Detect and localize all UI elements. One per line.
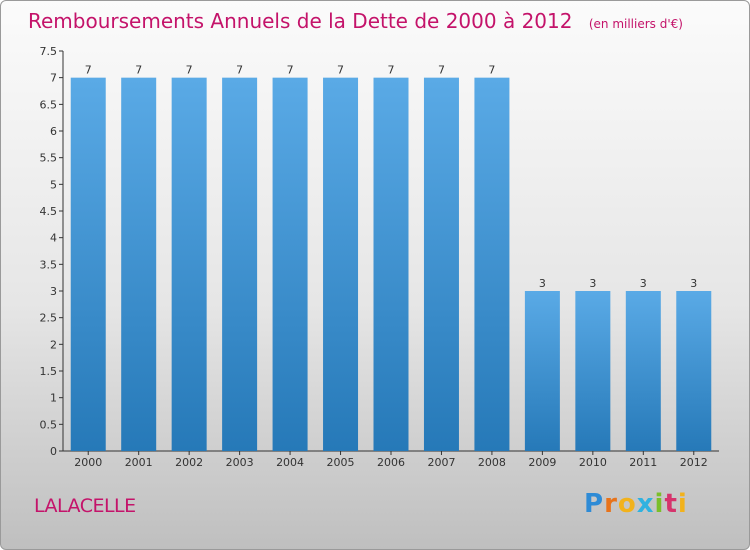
y-tick-label: 6.5 (40, 98, 58, 111)
bar-2008 (474, 77, 510, 452)
x-tick-label-2009: 2009 (528, 456, 556, 469)
x-tick-label-2011: 2011 (629, 456, 657, 469)
data-label-2007: 7 (438, 64, 445, 77)
bar-2002 (171, 77, 207, 452)
x-tick-label-2001: 2001 (125, 456, 153, 469)
x-tick-label-2004: 2004 (276, 456, 304, 469)
proxiti-logo[interactable]: Proxiti (584, 489, 688, 519)
data-label-2008: 7 (488, 64, 495, 77)
chart-title: Remboursements Annuels de la Dette de 20… (28, 9, 683, 33)
y-tick-label: 2.5 (40, 312, 58, 325)
data-label-2006: 7 (388, 64, 395, 77)
y-tick-label: 3.5 (40, 258, 58, 271)
data-label-2011: 3 (640, 277, 647, 290)
logo-letter: r (604, 489, 618, 519)
data-label-2002: 7 (186, 64, 193, 77)
y-tick-label: 7 (50, 72, 57, 85)
data-label-2009: 3 (539, 277, 546, 290)
chart-unit: (en milliers d'€) (588, 17, 683, 31)
bar-2001 (121, 77, 157, 452)
x-tick-label-2008: 2008 (478, 456, 506, 469)
bar-2006 (373, 77, 409, 452)
bar-2005 (323, 77, 359, 452)
data-label-2001: 7 (135, 64, 142, 77)
bar-2010 (575, 291, 611, 451)
y-tick-label: 6 (50, 125, 57, 138)
logo-letter: P (584, 489, 605, 519)
logo-letter: t (664, 489, 678, 519)
bar-2004 (272, 77, 308, 452)
bar-2007 (423, 77, 459, 452)
logo-letter: i (654, 489, 665, 519)
y-tick-label: 2 (50, 338, 57, 351)
y-tick-label: 1.5 (40, 365, 58, 378)
x-tick-label-2006: 2006 (377, 456, 405, 469)
bar-2000 (70, 77, 106, 452)
x-tick-label-2003: 2003 (226, 456, 254, 469)
y-tick-label: 5 (50, 178, 57, 191)
x-tick-label-2000: 2000 (74, 456, 102, 469)
y-tick-label: 5.5 (40, 152, 58, 165)
y-tick-label: 3 (50, 285, 57, 298)
logo-letter: i (677, 489, 688, 519)
data-label-2010: 3 (589, 277, 596, 290)
bar-2011 (625, 291, 661, 451)
x-tick-label-2002: 2002 (175, 456, 203, 469)
bar-2009 (524, 291, 560, 451)
bar-2012 (676, 291, 712, 451)
logo-letter: o (617, 489, 637, 519)
y-tick-label: 0 (50, 445, 57, 458)
data-label-2005: 7 (337, 64, 344, 77)
data-label-2000: 7 (85, 64, 92, 77)
logo-letter: x (636, 489, 655, 519)
x-tick-label-2007: 2007 (427, 456, 455, 469)
y-tick-label: 4.5 (40, 205, 58, 218)
chart-title-text: Remboursements Annuels de la Dette de 20… (28, 9, 573, 33)
y-tick-label: 0.5 (40, 418, 58, 431)
x-tick-label-2012: 2012 (680, 456, 708, 469)
data-label-2003: 7 (236, 64, 243, 77)
y-tick-label: 4 (50, 232, 57, 245)
bar-2003 (222, 77, 258, 452)
x-tick-label-2010: 2010 (579, 456, 607, 469)
data-label-2012: 3 (690, 277, 697, 290)
data-label-2004: 7 (287, 64, 294, 77)
y-tick-label: 1 (50, 392, 57, 405)
y-tick-label: 7.5 (40, 45, 58, 58)
x-tick-label-2005: 2005 (327, 456, 355, 469)
commune-name: LALACELLE (34, 495, 136, 517)
